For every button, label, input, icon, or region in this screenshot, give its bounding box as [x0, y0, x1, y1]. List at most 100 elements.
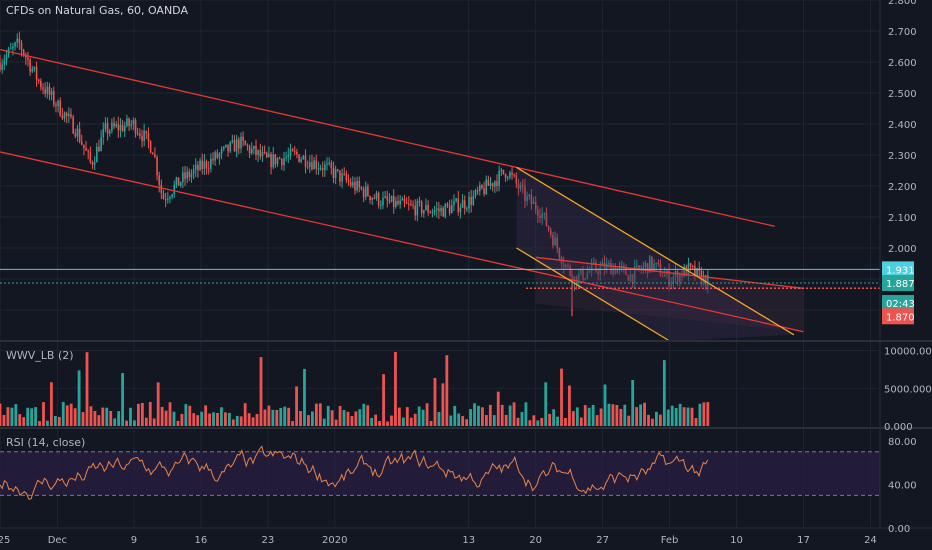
price-candle[interactable]	[44, 89, 46, 94]
price-candle[interactable]	[91, 162, 94, 165]
price-candle[interactable]	[610, 262, 612, 275]
price-candle[interactable]	[115, 124, 117, 127]
volume-bar[interactable]	[603, 384, 607, 426]
price-candle[interactable]	[474, 189, 477, 196]
price-candle[interactable]	[50, 91, 53, 95]
volume-bar[interactable]	[548, 413, 552, 426]
price-candle[interactable]	[519, 185, 522, 189]
price-candle[interactable]	[466, 208, 468, 210]
volume-bar[interactable]	[216, 412, 219, 426]
price-candle[interactable]	[83, 144, 85, 148]
price-candle[interactable]	[149, 141, 152, 153]
volume-bar[interactable]	[651, 418, 654, 426]
price-candle[interactable]	[620, 265, 623, 267]
volume-bar[interactable]	[137, 403, 140, 426]
horizontal-price-lines[interactable]	[0, 268, 880, 290]
price-candle[interactable]	[401, 198, 404, 201]
price-candle[interactable]	[182, 172, 184, 183]
price-candle[interactable]	[522, 185, 524, 187]
price-candle[interactable]	[528, 195, 531, 197]
volume-bar[interactable]	[259, 357, 263, 426]
volume-bar[interactable]	[666, 409, 670, 426]
price-candle[interactable]	[689, 263, 692, 266]
price-candle[interactable]	[418, 200, 421, 202]
price-candle[interactable]	[16, 38, 19, 43]
volume-bar[interactable]	[105, 407, 109, 426]
volume-bar[interactable]	[662, 360, 666, 426]
price-candle[interactable]	[278, 158, 281, 160]
volume-bar[interactable]	[223, 412, 227, 426]
volume-bar[interactable]	[488, 404, 492, 426]
price-candle[interactable]	[612, 266, 614, 275]
price-candle[interactable]	[367, 186, 369, 196]
price-candle[interactable]	[276, 158, 279, 165]
price-candle[interactable]	[104, 123, 107, 129]
volume-bar[interactable]	[591, 404, 595, 426]
price-candle[interactable]	[55, 104, 57, 107]
price-candle[interactable]	[562, 264, 565, 267]
price-candle[interactable]	[25, 54, 27, 58]
volume-bar[interactable]	[358, 409, 362, 426]
price-candle[interactable]	[244, 140, 247, 146]
price-candle[interactable]	[369, 195, 371, 201]
price-candle[interactable]	[315, 160, 318, 169]
price-candle[interactable]	[265, 152, 268, 158]
price-candle[interactable]	[332, 168, 335, 178]
volume-bar[interactable]	[192, 413, 196, 426]
price-candle[interactable]	[216, 152, 219, 158]
volume-bar[interactable]	[18, 414, 22, 426]
price-candle[interactable]	[123, 126, 126, 132]
price-candle[interactable]	[588, 271, 591, 273]
price-candle[interactable]	[218, 153, 221, 158]
volume-bar[interactable]	[50, 382, 53, 426]
price-candle[interactable]	[317, 168, 320, 170]
volume-bar[interactable]	[453, 405, 457, 426]
price-candle[interactable]	[509, 172, 511, 178]
price-candle[interactable]	[670, 281, 673, 286]
price-candle[interactable]	[377, 192, 380, 206]
volume-bar[interactable]	[409, 417, 413, 426]
price-candle[interactable]	[592, 262, 595, 264]
volume-bar[interactable]	[465, 419, 469, 426]
volume-bar[interactable]	[639, 404, 643, 426]
volume-bar[interactable]	[441, 383, 445, 426]
volume-bar[interactable]	[144, 417, 148, 426]
price-candle[interactable]	[584, 278, 586, 280]
price-candle[interactable]	[431, 212, 434, 214]
price-candle[interactable]	[12, 46, 14, 49]
price-candle[interactable]	[633, 266, 636, 283]
volume-bar[interactable]	[38, 421, 41, 426]
price-candle[interactable]	[388, 200, 391, 202]
volume-bar[interactable]	[180, 413, 184, 426]
price-candle[interactable]	[657, 262, 660, 265]
volume-bar[interactable]	[492, 415, 496, 426]
price-candle[interactable]	[500, 169, 503, 171]
price-candle[interactable]	[423, 210, 425, 214]
price-candle[interactable]	[274, 154, 277, 165]
price-candle[interactable]	[534, 201, 537, 210]
volume-bar[interactable]	[6, 407, 10, 426]
price-candle[interactable]	[384, 196, 386, 198]
volume-bar[interactable]	[524, 402, 528, 426]
price-candle[interactable]	[444, 203, 447, 217]
volume-bar[interactable]	[129, 407, 132, 426]
price-candle[interactable]	[631, 274, 634, 283]
volume-bar[interactable]	[374, 414, 378, 426]
price-candle[interactable]	[147, 132, 150, 142]
volume-bar[interactable]	[595, 415, 599, 426]
price-candle[interactable]	[134, 120, 137, 134]
volume-bar[interactable]	[239, 416, 243, 426]
price-candle[interactable]	[481, 185, 483, 189]
volume-bar[interactable]	[299, 411, 302, 426]
price-candle[interactable]	[451, 205, 453, 214]
price-candle[interactable]	[472, 195, 475, 205]
price-candle[interactable]	[511, 172, 513, 175]
price-candle[interactable]	[102, 128, 105, 138]
volume-bar[interactable]	[583, 405, 587, 426]
volume-bar[interactable]	[330, 410, 334, 426]
price-candle[interactable]	[496, 181, 498, 187]
price-candle[interactable]	[70, 114, 72, 117]
price-candle[interactable]	[100, 137, 102, 152]
price-candle[interactable]	[498, 170, 500, 187]
